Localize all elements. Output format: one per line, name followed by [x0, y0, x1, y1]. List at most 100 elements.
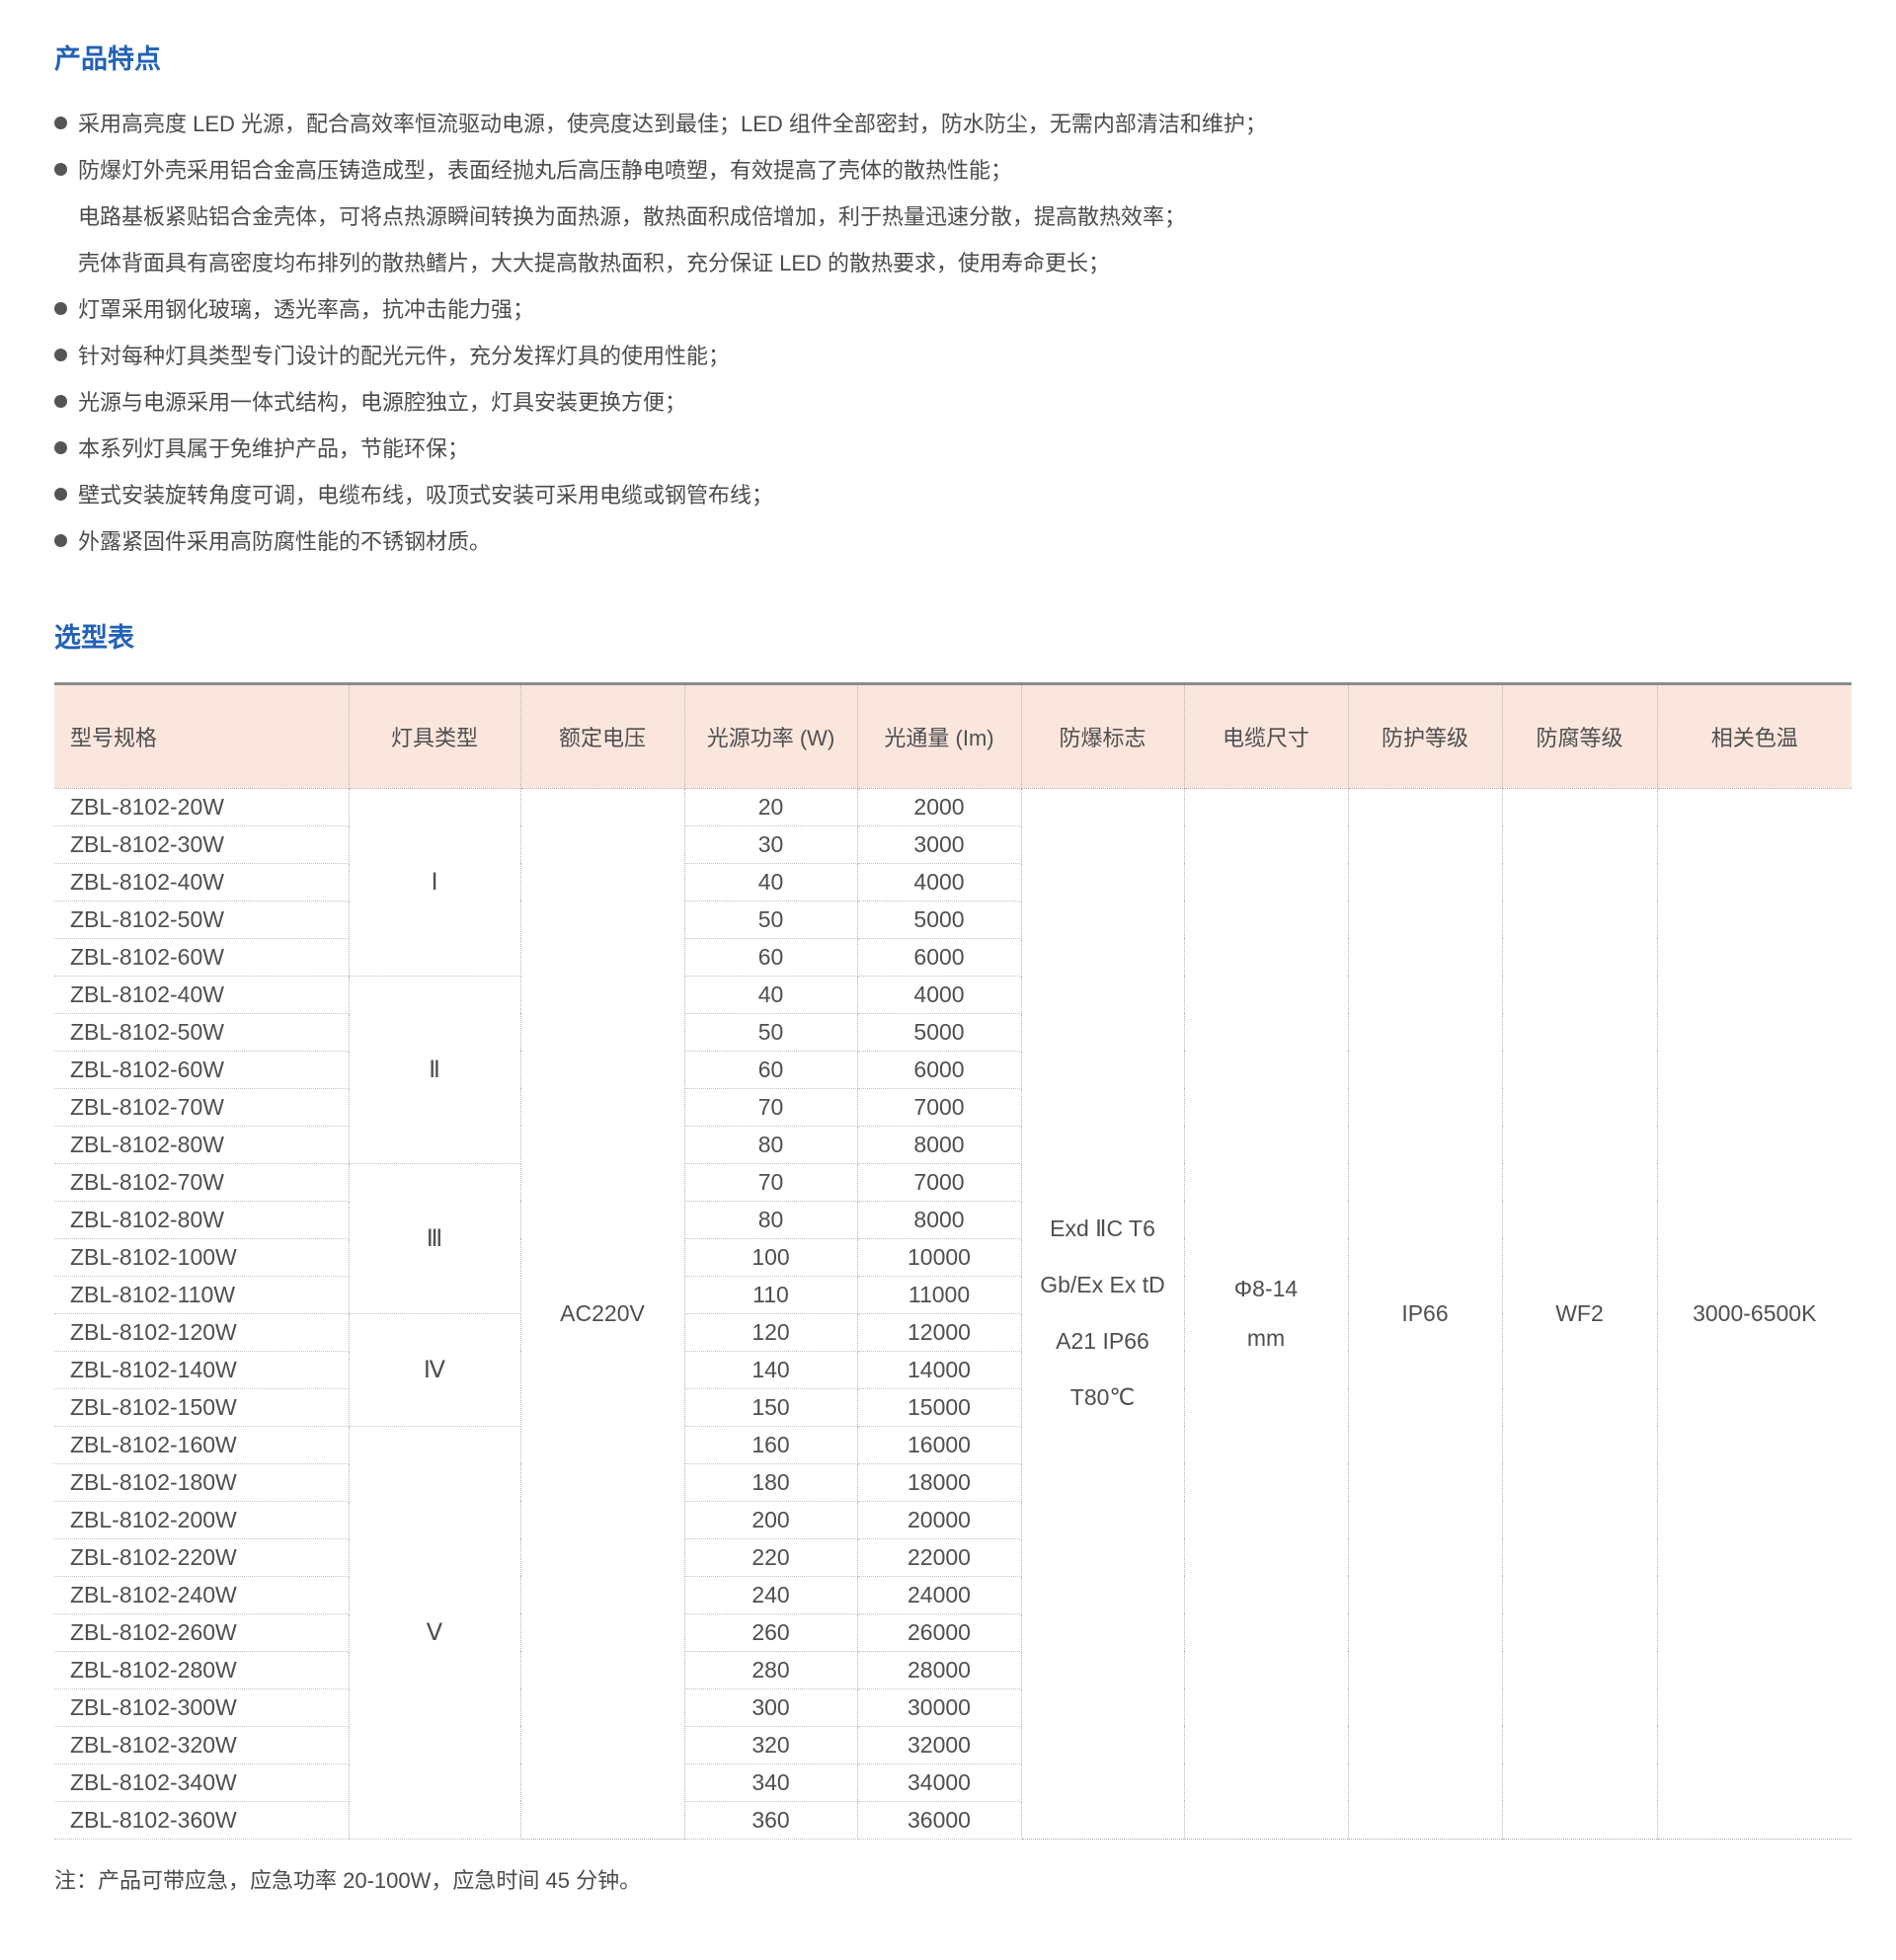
power-cell: 240	[684, 1576, 858, 1614]
flux-cell: 11000	[857, 1276, 1022, 1314]
flux-cell: 26000	[857, 1613, 1022, 1652]
model-cell: ZBL-8102-300W	[54, 1688, 350, 1727]
power-cell: 80	[684, 1201, 858, 1239]
table-body: ZBL-8102-20W Ⅰ AC220V 20 2000 Exd ⅡC T6 Gb/Ex …	[54, 788, 1852, 1840]
table-row: ZBL-8102-120W Ⅳ 120 12000	[54, 1313, 1852, 1427]
spec-table: 型号规格 灯具类型 额定电压 光源功率 (W) 光通量 (Im) 防爆标志 电缆尺寸 防护等级…	[54, 681, 1852, 1840]
page: 产品特点 采用高亮度 LED 光源，配合高效率恒流驱动电源，使亮度达到最佳；LE…	[54, 44, 1852, 1893]
flux-cell: 4000	[857, 863, 1022, 902]
table-row: ZBL-8102-80W 80 8000	[54, 1201, 1852, 1239]
ex-mark-cell-line: Gb/Ex Ex tD	[1040, 1272, 1165, 1298]
model-cell: ZBL-8102-120W	[54, 1313, 350, 1352]
table-header-cell: 防爆标志	[1021, 683, 1185, 789]
bullet-icon	[54, 349, 67, 362]
feature-item: 光源与电源采用一体式结构，电源腔独立，灯具安装更换方便；	[54, 379, 1852, 426]
table-note: 注：产品可带应急，应急功率 20-100W，应急时间 45 分钟。	[54, 1867, 642, 1893]
power-cell: 50	[684, 901, 858, 939]
table-row: ZBL-8102-340W 340 34000	[54, 1764, 1852, 1802]
table-header-cell: 灯具类型	[349, 683, 521, 789]
feature-item: 外露紧固件采用高防腐性能的不锈钢材质。	[54, 518, 1852, 565]
model-cell: ZBL-8102-20W	[54, 788, 350, 826]
anticorrosion-cell: WF2	[1502, 788, 1658, 1840]
type-cell: Ⅲ	[349, 1163, 521, 1314]
flux-cell: 4000	[857, 976, 1022, 1014]
model-cell: ZBL-8102-180W	[54, 1463, 350, 1502]
flux-cell: 28000	[857, 1651, 1022, 1689]
model-cell: ZBL-8102-70W	[54, 1088, 350, 1127]
power-cell: 60	[684, 938, 858, 977]
table-row: ZBL-8102-70W Ⅲ 70 7000	[54, 1163, 1852, 1314]
model-cell: ZBL-8102-340W	[54, 1764, 350, 1802]
table-row: ZBL-8102-20W Ⅰ AC220V 20 2000 Exd ⅡC T6 Gb/Ex …	[54, 788, 1852, 1840]
model-cell: ZBL-8102-360W	[54, 1801, 350, 1840]
table-header-cell: 防腐等级	[1502, 683, 1658, 789]
power-cell: 160	[684, 1426, 858, 1464]
selection-title: 选型表	[54, 623, 134, 654]
features-list: 采用高亮度 LED 光源，配合高效率恒流驱动电源，使亮度达到最佳；LED 组件全…	[54, 101, 1852, 565]
flux-cell: 14000	[857, 1351, 1022, 1389]
table-row: ZBL-8102-240W 240 24000	[54, 1576, 1852, 1614]
model-cell: ZBL-8102-80W	[54, 1201, 350, 1239]
flux-cell: 8000	[857, 1126, 1022, 1164]
bullet-icon	[54, 163, 67, 177]
ex-mark-cell-line: A21 IP66	[1056, 1328, 1149, 1355]
feature-text: 防爆灯外壳采用铝合金高压铸造成型，表面经抛丸后高压静电喷塑，有效提高了壳体的散热…	[78, 158, 1013, 184]
model-cell: ZBL-8102-160W	[54, 1426, 350, 1464]
power-cell: 140	[684, 1351, 858, 1389]
feature-item: 本系列灯具属于免维护产品，节能环保；	[54, 426, 1852, 472]
feature-text: 灯罩采用钢化玻璃，透光率高，抗冲击能力强；	[78, 297, 535, 323]
table-row: ZBL-8102-200W 200 20000	[54, 1501, 1852, 1539]
table-header-cell: 相关色温	[1657, 683, 1852, 789]
ex-mark-cell-lines: Exd ⅡC T6 Gb/Ex Ex tD A21 IP66 T80℃	[1023, 1201, 1183, 1426]
table-row: ZBL-8102-260W 260 26000	[54, 1613, 1852, 1652]
model-cell: ZBL-8102-50W	[54, 1013, 350, 1052]
power-cell: 320	[684, 1726, 858, 1764]
model-cell: ZBL-8102-150W	[54, 1388, 350, 1427]
flux-cell: 7000	[857, 1163, 1022, 1202]
table-row: ZBL-8102-180W 180 18000	[54, 1463, 1852, 1502]
flux-cell: 34000	[857, 1764, 1022, 1802]
flux-cell: 3000	[857, 825, 1022, 864]
bullet-icon	[54, 441, 67, 455]
type-cell: Ⅱ	[349, 976, 521, 1164]
table-row: ZBL-8102-50W 50 5000	[54, 901, 1852, 939]
cable-size-cell: Φ8-14 mm	[1184, 788, 1349, 1840]
flux-cell: 22000	[857, 1538, 1022, 1577]
table-row: ZBL-8102-100W 100 10000	[54, 1238, 1852, 1277]
table-row: ZBL-8102-300W 300 30000	[54, 1688, 1852, 1727]
table-row: ZBL-8102-50W 50 5000	[54, 1013, 1852, 1052]
table-row: ZBL-8102-160W Ⅴ 160 16000	[54, 1426, 1852, 1840]
power-cell: 110	[684, 1276, 858, 1314]
power-cell: 40	[684, 976, 858, 1014]
table-header-cell: 型号规格	[54, 683, 350, 789]
model-cell: ZBL-8102-60W	[54, 1051, 350, 1089]
ip-rating-cell: IP66	[1348, 788, 1503, 1840]
feature-item: 壁式安装旋转角度可调，电缆布线，吸顶式安装可采用电缆或钢管布线；	[54, 472, 1852, 518]
feature-text: 针对每种灯具类型专门设计的配光元件，充分发挥灯具的使用性能；	[78, 344, 731, 369]
model-cell: ZBL-8102-70W	[54, 1163, 350, 1202]
table-row: ZBL-8102-80W 80 8000	[54, 1126, 1852, 1164]
ex-mark-cell-line: T80℃	[1069, 1384, 1136, 1411]
flux-cell: 5000	[857, 1013, 1022, 1052]
model-cell: ZBL-8102-50W	[54, 901, 350, 939]
model-cell: ZBL-8102-30W	[54, 825, 350, 864]
flux-cell: 30000	[857, 1688, 1022, 1727]
flux-cell: 5000	[857, 901, 1022, 939]
bullet-icon	[54, 117, 67, 130]
model-cell: ZBL-8102-60W	[54, 938, 350, 977]
flux-cell: 6000	[857, 1051, 1022, 1089]
type-cell: Ⅳ	[349, 1313, 521, 1427]
power-cell: 180	[684, 1463, 858, 1502]
table-row: ZBL-8102-40W 40 4000	[54, 863, 1852, 902]
table-row: ZBL-8102-150W 150 15000	[54, 1388, 1852, 1427]
table-row: ZBL-8102-220W 220 22000	[54, 1538, 1852, 1577]
ex-mark-cell: Exd ⅡC T6 Gb/Ex Ex tD A21 IP66 T80℃	[1021, 788, 1185, 1840]
table-row: ZBL-8102-110W 110 11000	[54, 1276, 1852, 1314]
table-header-cell: 电缆尺寸	[1184, 683, 1349, 789]
power-cell: 70	[684, 1088, 858, 1127]
feature-text: 本系列灯具属于免维护产品，节能环保；	[78, 436, 470, 462]
model-cell: ZBL-8102-140W	[54, 1351, 350, 1389]
features-title: 产品特点	[54, 44, 161, 74]
model-cell: ZBL-8102-110W	[54, 1276, 350, 1314]
bullet-icon	[54, 488, 67, 502]
